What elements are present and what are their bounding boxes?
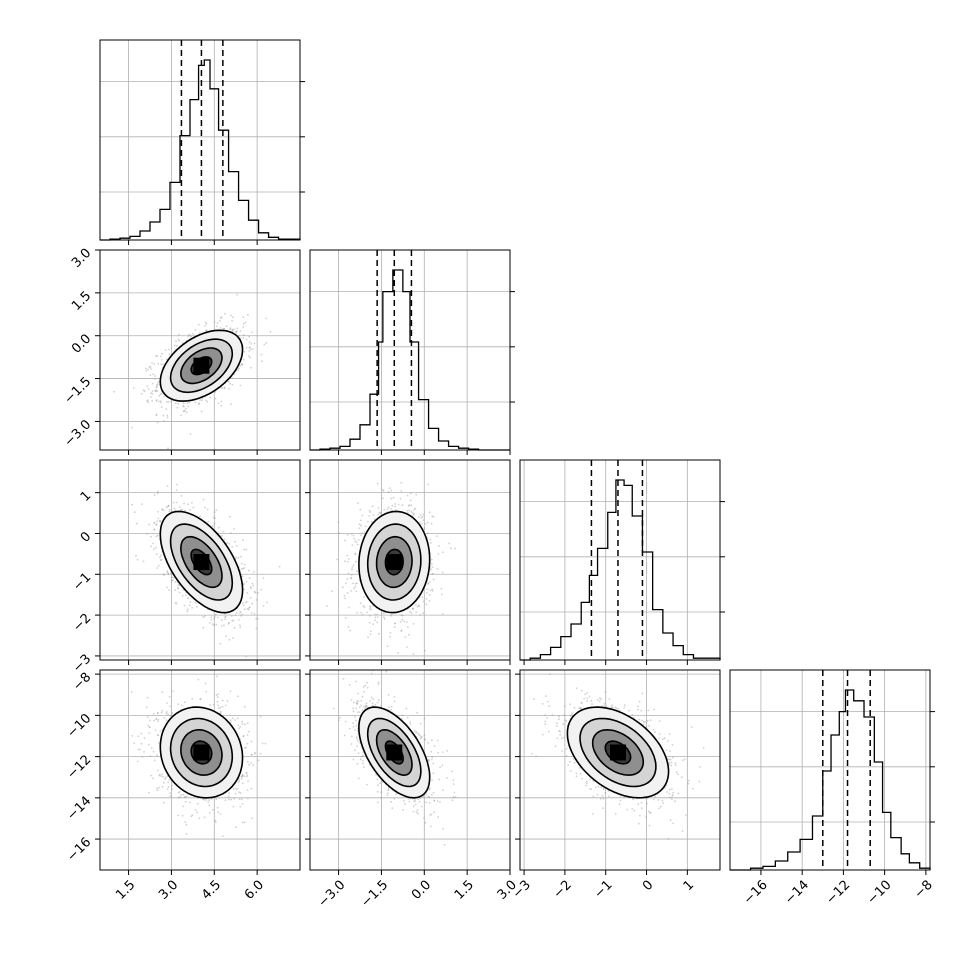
pair-panel-0-2: −3−2−101 <box>70 459 301 676</box>
contour-line <box>375 728 413 777</box>
pair-panel-0-3: 1.5 3.0 4.5 6.0 −16 −14 −12 −10 −8 <box>64 669 301 903</box>
x-tick-label: −10 <box>865 878 895 908</box>
contour-line <box>579 717 657 788</box>
x-tick-label: −16 <box>741 878 771 908</box>
density-peak <box>193 554 210 571</box>
pair-panel-1-3: −3.0 −1.5 0.0 1.5 3.0 <box>305 669 520 911</box>
y-tick-label: −1 <box>70 570 94 594</box>
hist-panel-0 <box>99 39 305 245</box>
x-tick-label: 4.5 <box>199 878 224 903</box>
contour-line <box>180 347 223 385</box>
histogram-step-line <box>730 689 931 871</box>
y-tick-label: 3.0 <box>69 246 94 271</box>
contour-line <box>169 523 234 601</box>
y-tick-label: −14 <box>64 794 94 824</box>
contour-line <box>159 706 244 799</box>
x-tick-label: −14 <box>782 878 812 908</box>
y-tick-label: −2 <box>70 611 94 635</box>
y-tick-label: −8 <box>70 670 94 694</box>
pair-panel-content <box>113 294 272 450</box>
x-tick-label: −1 <box>591 878 615 902</box>
pair-panel-content <box>326 481 456 655</box>
contour-line <box>366 523 422 601</box>
pair-panel-2-3: −3 −2 −1 0 1 <box>510 669 721 902</box>
x-tick-label: 0.0 <box>409 878 434 903</box>
x-tick-label: 1 <box>681 878 697 894</box>
y-tick-label: 0 <box>78 529 94 545</box>
x-tick-label: −8 <box>912 878 936 902</box>
density-peak <box>193 357 210 374</box>
histogram-step-line <box>520 479 721 661</box>
panel-frame <box>309 249 511 451</box>
y-tick-label: −3.0 <box>61 417 94 450</box>
pair-panel-content <box>130 675 267 838</box>
contour-line <box>169 338 234 394</box>
x-tick-label: −2 <box>551 878 575 902</box>
x-tick-label: −12 <box>823 878 853 908</box>
contour-line <box>591 728 645 776</box>
y-tick-label: 1.5 <box>69 289 94 314</box>
density-peak <box>609 744 626 761</box>
panel-frame <box>729 669 931 871</box>
pair-panel-content <box>531 673 705 840</box>
x-tick-label: 1.5 <box>452 878 477 903</box>
pair-panel-content <box>131 483 281 658</box>
density-peak <box>193 744 210 761</box>
x-tick-label: 1.5 <box>113 878 138 903</box>
histogram-step-line <box>310 269 510 451</box>
contour-line <box>169 717 234 788</box>
panel-frame <box>99 249 301 451</box>
panel-frame <box>519 669 721 871</box>
panel-frame <box>309 669 511 871</box>
y-tick-label: −12 <box>64 752 94 782</box>
panel-frame <box>519 459 721 661</box>
hist-panel-3: −16 −14 −12 −10 −8 <box>729 669 936 908</box>
x-tick-label: −3.0 <box>316 878 349 911</box>
panel-frame <box>99 39 301 241</box>
panel-frame <box>309 459 511 661</box>
x-tick-label: −3 <box>510 878 534 902</box>
pair-panel-0-1: −3.0 −1.5 0.0 1.5 3.0 <box>61 246 301 455</box>
hist-panel-2 <box>519 459 725 665</box>
y-tick-label: 1 <box>78 488 94 504</box>
x-tick-label: −1.5 <box>358 878 391 911</box>
x-tick-label: 3.0 <box>156 878 181 903</box>
contour-line <box>375 535 413 589</box>
contour-line <box>358 706 431 799</box>
y-tick-label: −1.5 <box>61 374 94 407</box>
pair-panel-content <box>332 670 457 846</box>
density-peak <box>386 554 403 571</box>
y-tick-label: 0.0 <box>69 331 94 356</box>
contour-line <box>366 717 422 788</box>
panel-frame <box>99 669 301 871</box>
x-tick-label: 6.0 <box>242 878 267 903</box>
contour-line <box>180 729 223 776</box>
contour-line <box>180 535 223 589</box>
panel-frame <box>99 459 301 661</box>
contour-line <box>358 510 431 614</box>
x-tick-label: 0 <box>640 878 656 894</box>
contour-line <box>159 329 244 402</box>
pair-panel-1-2 <box>305 459 511 665</box>
hist-panel-1 <box>309 249 515 455</box>
contour-line <box>384 548 404 576</box>
y-tick-label: −16 <box>64 835 94 865</box>
histogram-step-line <box>100 59 301 241</box>
contour-line <box>566 706 670 799</box>
contour-line <box>159 510 244 614</box>
y-tick-label: −10 <box>64 711 94 741</box>
density-peak <box>386 744 403 761</box>
